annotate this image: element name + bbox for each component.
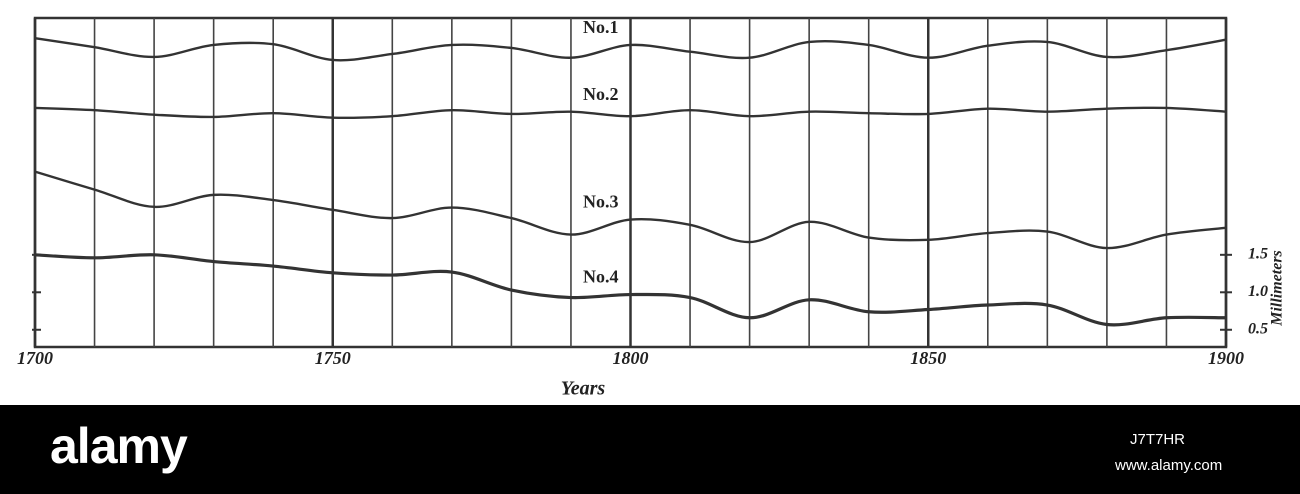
x-tick-label: 1750	[315, 348, 351, 368]
series-label: No.2	[583, 84, 619, 104]
x-tick-label: 1800	[613, 348, 649, 368]
y-tick-label: 1.0	[1248, 283, 1268, 300]
chart: Years Millimeters 1700 1750 1800 1850 19000.…	[17, 16, 1286, 400]
y-axis-label: Millimeters	[1269, 250, 1286, 327]
x-tick-label: 1700	[17, 348, 53, 368]
y-tick-label: 0.5	[1248, 320, 1268, 337]
series-label: No.3	[583, 192, 619, 212]
series-line	[34, 253, 1227, 327]
series-line	[34, 37, 1227, 62]
x-tick-label: 1900	[1208, 348, 1244, 368]
series-line	[34, 170, 1227, 250]
x-axis-label: Years	[561, 378, 606, 400]
series-label: No.4	[583, 267, 619, 287]
series-line	[34, 106, 1227, 120]
y-tick-label: 1.5	[1248, 245, 1268, 262]
image-id: J7T7HR	[1130, 431, 1186, 448]
x-tick-label: 1850	[910, 348, 946, 368]
brand: alamy	[50, 418, 188, 474]
url: www.alamy.com	[1115, 457, 1223, 474]
series-label: No.1	[583, 17, 619, 37]
footer: alamy J7T7HR www.alamy.com	[0, 405, 1300, 494]
